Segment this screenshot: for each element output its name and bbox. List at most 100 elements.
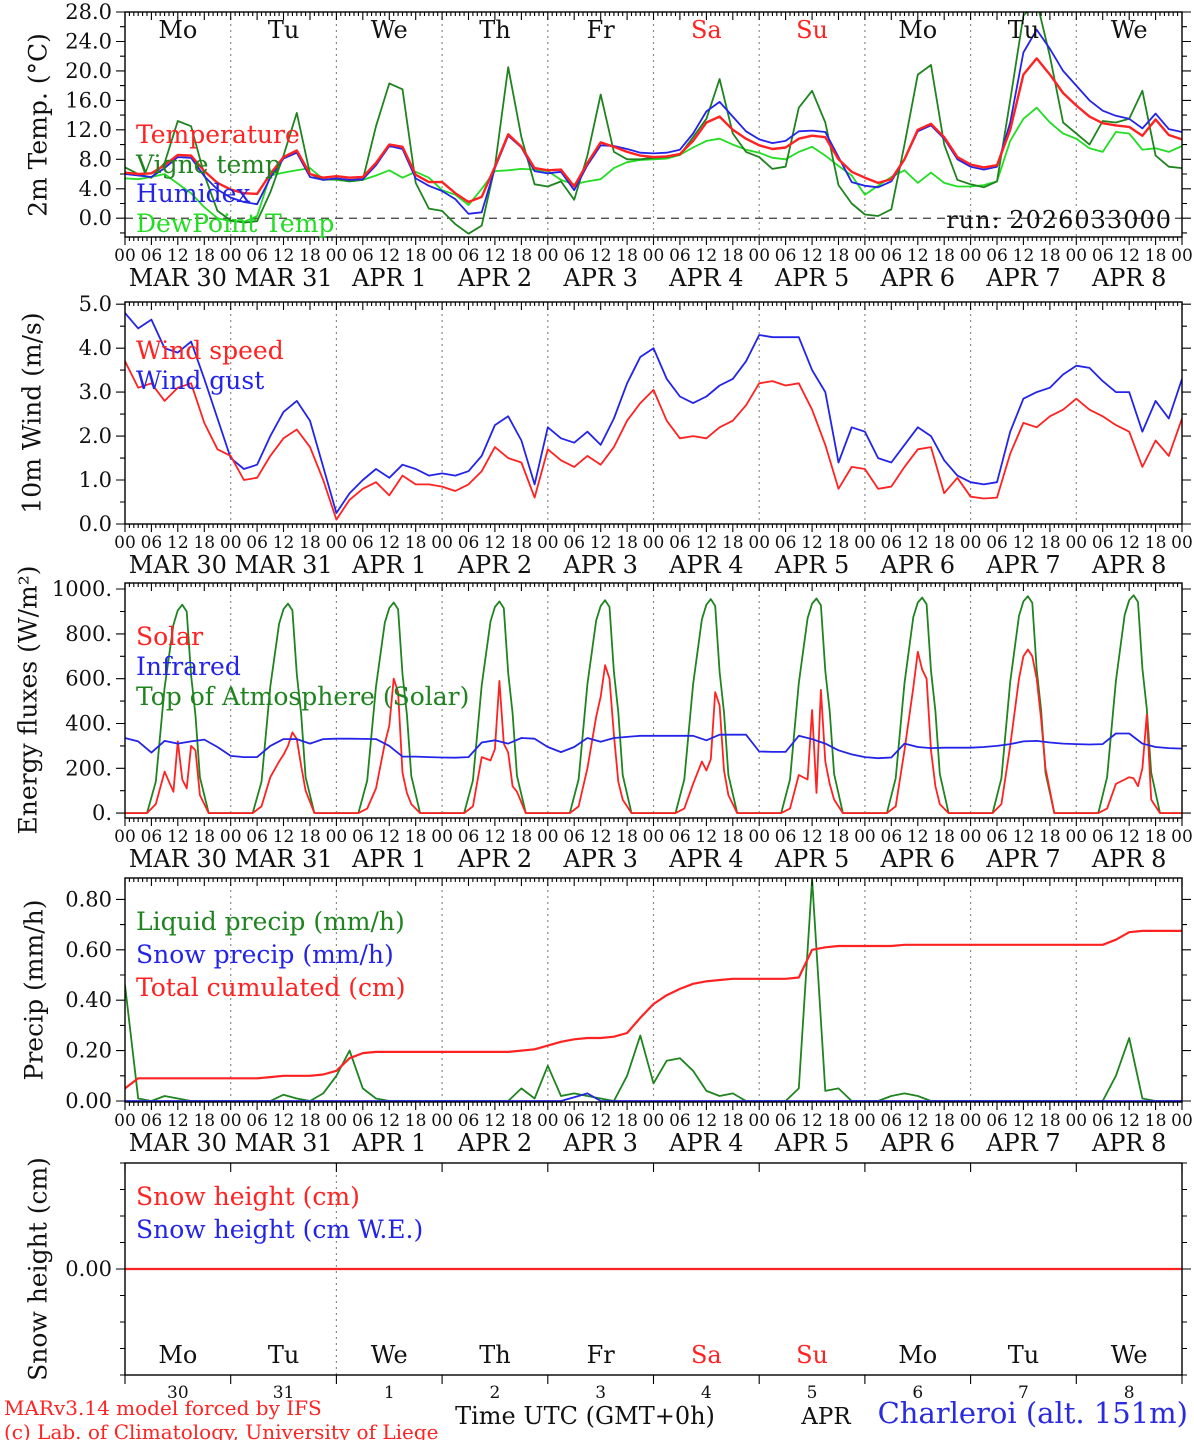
hour-label: 00	[114, 533, 136, 553]
hour-label: 06	[669, 246, 691, 266]
y-tick-label: 0.00	[65, 1257, 112, 1281]
hour-label: 12	[167, 1111, 189, 1131]
hour-label: 06	[1092, 1111, 1114, 1131]
hour-label: 00	[1171, 827, 1193, 847]
hour-label: 00	[431, 1111, 453, 1131]
date-label: APR 8	[1091, 1129, 1166, 1157]
y-ticks	[116, 303, 1191, 525]
hour-label: 06	[458, 1111, 480, 1131]
solar-line	[125, 648, 1182, 814]
day-name-label: Fr	[587, 1341, 616, 1369]
panel-snow: 0.00 Mo Tu We Th Fr Sa Su Mo Tu We 30 31 1 2 3 4 5 6 7 8	[65, 1162, 1191, 1403]
day-name-label: We	[371, 16, 408, 44]
x-ticks	[124, 1163, 1183, 1384]
hour-label: 18	[405, 827, 427, 847]
hour-label: 12	[1013, 533, 1035, 553]
hour-label: 12	[378, 1111, 400, 1131]
hour-label: 06	[141, 827, 163, 847]
y-tick-label: 0.00	[65, 1089, 112, 1113]
hour-label: 06	[563, 1111, 585, 1131]
legend-wind-gust: Wind gust	[136, 366, 265, 395]
x-axis-title: Time UTC (GMT+0h)	[455, 1402, 715, 1430]
y-tick-label: 1000.	[52, 577, 112, 601]
hour-label: 06	[141, 533, 163, 553]
hour-label: 06	[458, 533, 480, 553]
month-label: APR	[801, 1404, 851, 1430]
day-number-label: 5	[807, 1383, 818, 1403]
hour-label: 00	[748, 1111, 770, 1131]
date-label: APR 5	[774, 845, 849, 873]
date-label: APR 1	[351, 264, 426, 292]
hour-label: 00	[960, 246, 982, 266]
hour-label: 12	[484, 1111, 506, 1131]
hour-label: 00	[748, 533, 770, 553]
y-tick-label: 1.0	[79, 468, 112, 492]
legend-wind-panel: Wind speed Wind gust	[136, 336, 284, 396]
hour-label: 06	[775, 533, 797, 553]
hour-label: 00	[431, 533, 453, 553]
hour-label: 18	[616, 827, 638, 847]
hour-label: 00	[1171, 246, 1193, 266]
y-tick-label: 8.0	[79, 147, 112, 171]
hour-label: 06	[881, 246, 903, 266]
day-number-label: 1	[384, 1383, 395, 1403]
hour-label: 18	[299, 1111, 321, 1131]
legend-solar: Solar	[136, 622, 204, 651]
panel-energy: 0.200.400.600.800.1000.00 06 12 18 00 06 12 18 0…	[52, 577, 1193, 873]
hour-label: 06	[669, 827, 691, 847]
hour-label: 00	[537, 1111, 559, 1131]
hour-label: 06	[246, 827, 268, 847]
hour-label: 00	[114, 827, 136, 847]
hour-label: 00	[537, 533, 559, 553]
temperature-line	[125, 57, 1182, 204]
day-gridlines	[230, 302, 1077, 524]
hour-label: 06	[563, 246, 585, 266]
hour-label: 18	[828, 1111, 850, 1131]
date-label: APR 8	[1091, 551, 1166, 579]
hour-label: 12	[590, 533, 612, 553]
y-tick-label: 12.0	[65, 118, 112, 142]
hour-label: 18	[722, 533, 744, 553]
hour-label: 00	[114, 246, 136, 266]
date-label: APR 8	[1091, 264, 1166, 292]
day-name-label: We	[1111, 1341, 1148, 1369]
legend-wind-speed: Wind speed	[136, 336, 284, 365]
hour-label: 06	[458, 246, 480, 266]
hour-label: 12	[590, 827, 612, 847]
hour-label: 06	[986, 246, 1008, 266]
hour-label: 12	[484, 533, 506, 553]
hour-label: 00	[643, 533, 665, 553]
hour-label: 12	[273, 827, 295, 847]
hour-label: 06	[986, 1111, 1008, 1131]
day-name-label: Sa	[691, 1341, 722, 1369]
infrared-line	[125, 732, 1182, 760]
y-ticks	[116, 898, 1191, 1102]
series-group	[125, 594, 1182, 814]
date-label: APR 7	[985, 1129, 1060, 1157]
hour-label: 06	[1092, 533, 1114, 553]
hour-label: 06	[458, 827, 480, 847]
date-label: APR 2	[457, 1129, 532, 1157]
date-label: MAR 31	[234, 845, 332, 873]
series-group	[125, 312, 1182, 521]
x-ticks	[124, 878, 1183, 1110]
hour-label: 18	[1145, 827, 1167, 847]
hour-label: 00	[748, 246, 770, 266]
hour-label: 00	[1171, 533, 1193, 553]
hour-label: 18	[1145, 1111, 1167, 1131]
date-label: APR 5	[774, 1129, 849, 1157]
hour-label: 12	[907, 1111, 929, 1131]
hour-label: 12	[907, 246, 929, 266]
hour-label: 18	[933, 1111, 955, 1131]
legend-vigne-temp: Vigne temp	[136, 149, 282, 179]
legend-liquid-precip: Liquid precip (mm/h)	[136, 907, 405, 936]
hour-label: 12	[801, 827, 823, 847]
series-group	[125, 878, 1182, 1102]
hour-label: 00	[537, 246, 559, 266]
y-tick-label: 200.	[65, 756, 112, 780]
day-name-label: We	[371, 1341, 408, 1369]
hour-label: 00	[220, 1111, 242, 1131]
legend-humidex: Humidex	[136, 179, 251, 208]
station-label: Charleroi (alt. 151m)	[877, 1396, 1188, 1430]
